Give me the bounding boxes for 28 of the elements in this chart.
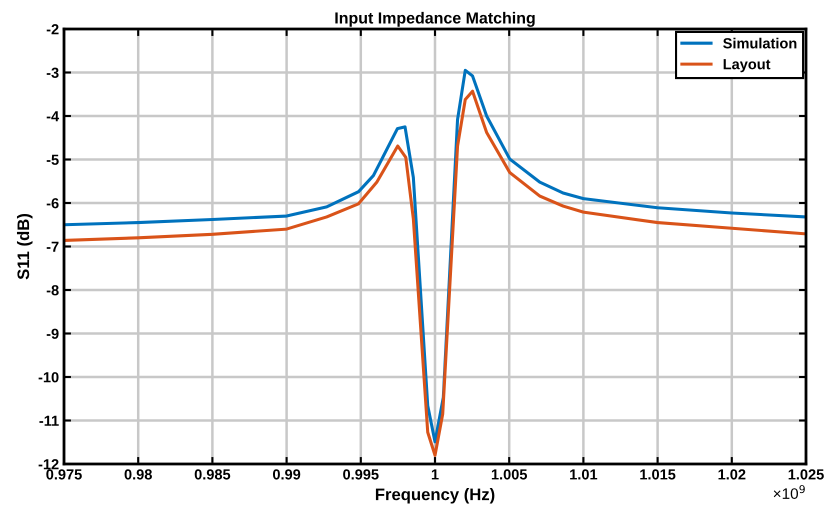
y-tick-label: -8 xyxy=(46,285,59,296)
x-tick-label: 0.975 xyxy=(46,469,82,480)
x-tick-label: 0.995 xyxy=(343,469,379,480)
x-tick-label: 1.01 xyxy=(570,469,598,480)
x-tick-label: 0.985 xyxy=(194,469,230,480)
y-tick-label: -12 xyxy=(38,459,59,470)
y-tick-label: -7 xyxy=(46,242,58,252)
legend-label: Layout xyxy=(724,59,770,72)
y-tick-label: -10 xyxy=(38,372,59,382)
y-tick-label: -9 xyxy=(46,328,59,339)
y-tick-label: -3 xyxy=(46,68,59,78)
x-axis-title: Frequency (Hz) xyxy=(376,488,494,504)
x-tick-label: 0.98 xyxy=(124,469,152,480)
x-tick-label: 1.005 xyxy=(492,469,528,480)
y-tick-label: -4 xyxy=(46,111,60,122)
x-tick-label: 1.02 xyxy=(718,469,746,480)
y-tick-label: -2 xyxy=(46,24,59,34)
y-tick-label: -11 xyxy=(39,416,59,426)
x-tick-label: 1 xyxy=(432,469,439,480)
x-tick-label: 0.99 xyxy=(272,469,300,480)
y-tick-label: -6 xyxy=(46,198,59,208)
y-tick-label: -5 xyxy=(46,154,59,165)
x-tick-label: 1.025 xyxy=(788,469,824,480)
x-tick-label: 1.015 xyxy=(640,469,676,480)
chart-title: Input Impedance Matching xyxy=(335,12,535,27)
y-axis-title: S11 (dB) xyxy=(16,214,33,280)
legend-label: Simulation xyxy=(723,38,796,48)
text: ×10$^{9}$ xyxy=(774,485,805,500)
